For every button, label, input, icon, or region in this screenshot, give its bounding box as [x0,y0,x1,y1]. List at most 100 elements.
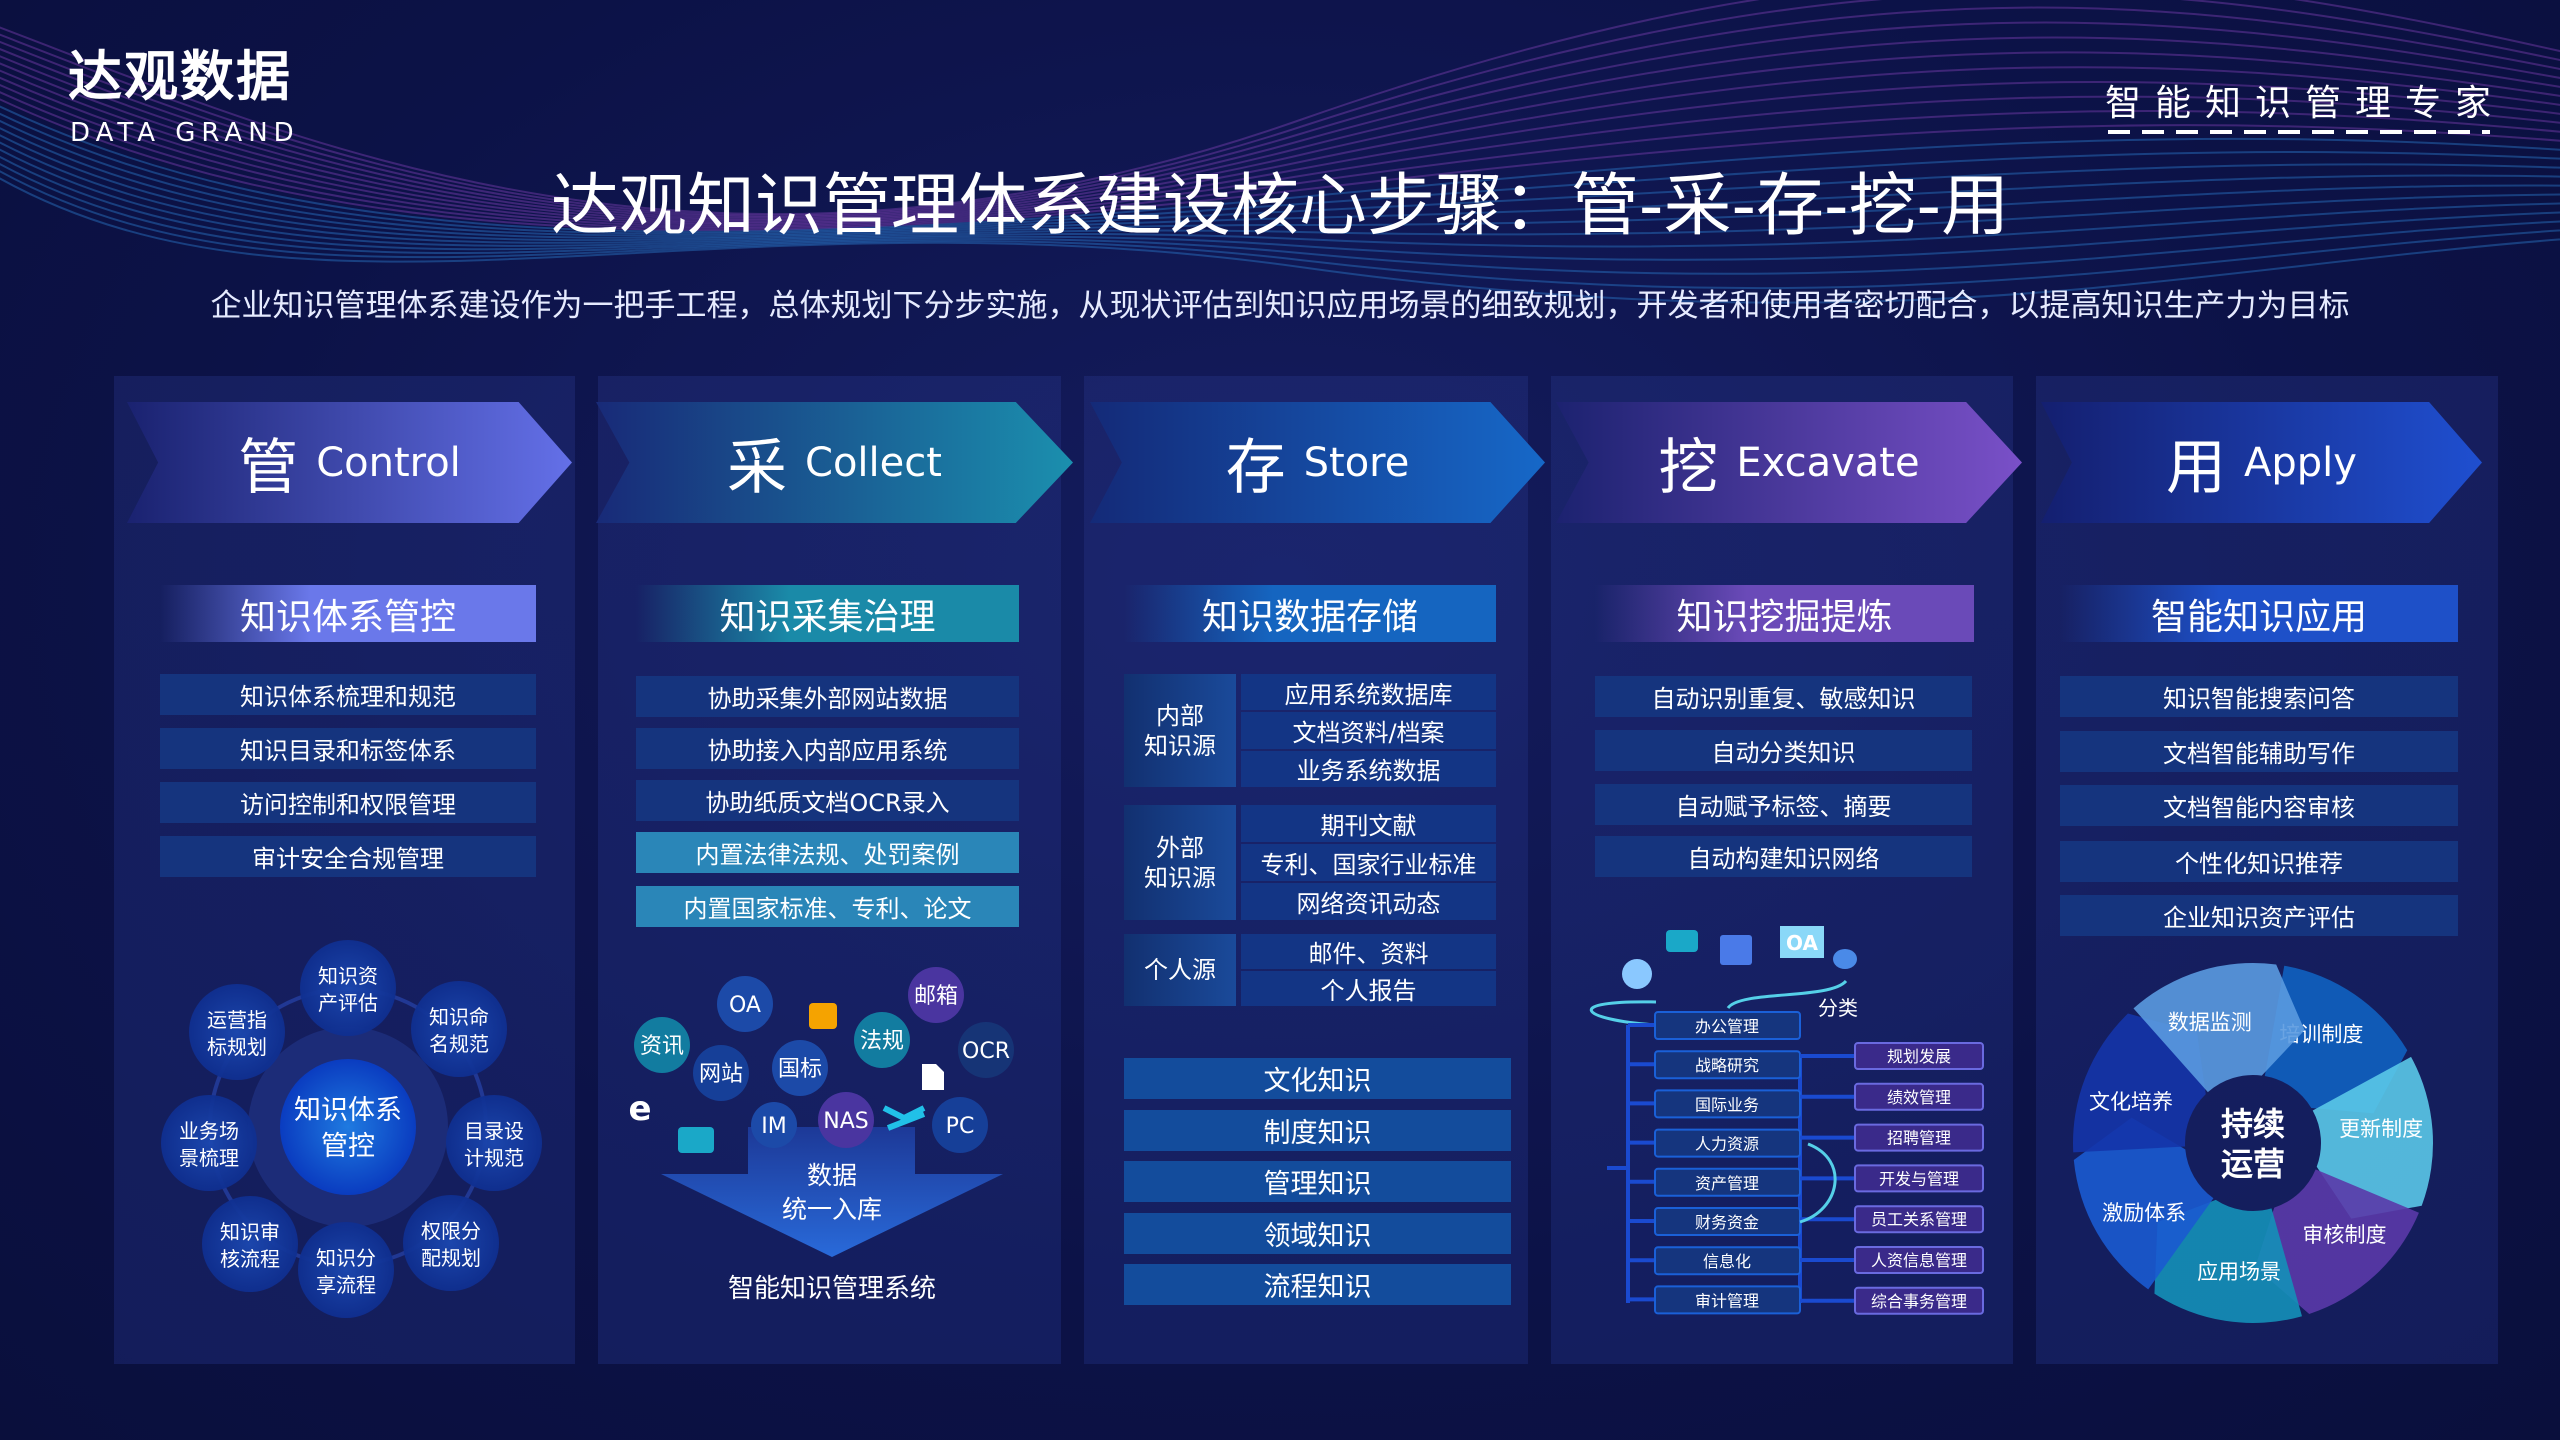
knowledge-type-item: 流程知识 [1124,1264,1511,1305]
control-node [411,981,507,1077]
header-cn: 采 [727,433,788,503]
control-node [189,984,285,1080]
list-item: 文档智能内容审核 [2060,785,2458,826]
source-bubble [634,1017,690,1073]
cycle-segment [2255,1169,2419,1314]
chat-icon [1622,959,1652,989]
store-source-item: 文档资料/档案 [1241,712,1496,749]
source-bubble [772,1040,828,1096]
subcategory-label: 绩效管理 [1887,1088,1951,1107]
category-label: 人力资源 [1695,1135,1759,1154]
control-node [298,1222,394,1318]
list-item: 自动构建知识网络 [1595,836,1972,877]
logo-en: DATA GRAND [70,118,300,148]
header-cn: 挖 [1658,433,1719,503]
header-store: 存 Store [1090,402,1545,523]
node-label: 享流程 [316,1273,376,1297]
knowledge-type-item: 管理知识 [1124,1161,1511,1202]
subcategory-label: 招聘管理 [1887,1129,1951,1148]
subcategory-label: 员工关系管理 [1871,1210,1967,1229]
source-bubble [751,1102,797,1148]
header-excavate: 挖 Excavate [1556,402,2022,523]
cycle-segment [2312,1056,2433,1219]
classify-label: 分类 [1818,996,1858,1020]
tree-lines [1607,1025,1802,1303]
list-item: 自动赋予标签、摘要 [1595,784,1972,825]
subheader-store: 知识数据存储 [1124,585,1496,642]
category-box [1654,1167,1801,1197]
cloud-icon [1833,949,1857,969]
ie-browser-icon: e [628,1089,651,1129]
store-group-label: 外部 知识源 [1124,805,1236,920]
list-item: 个性化知识推荐 [2060,841,2458,882]
source-label: IM [761,1114,786,1139]
source-label: NAS [823,1109,868,1134]
header-en: Control [316,439,461,486]
header-en: Excavate [1736,439,1920,486]
node-label: 名规范 [429,1032,489,1056]
category-label: 战略研究 [1695,1056,1759,1075]
category-box [1654,1011,1801,1040]
knowledge-type-item: 领域知识 [1124,1212,1511,1254]
cycle-segment [2264,965,2408,1114]
app-icon [882,1105,926,1131]
header-cn: 用 [2166,433,2227,503]
system-label: 智能知识管理系统 [728,1274,936,1304]
cycle-label: 应用场景 [2197,1260,2281,1284]
source-bubble [958,1022,1014,1078]
oa-monitor-icon [1780,926,1824,958]
mail-icon [809,1003,837,1029]
store-group-label: 个人源 [1124,934,1236,1006]
subheader-control: 知识体系管控 [160,585,536,642]
cycle-label: 数据监测 [2168,1010,2252,1034]
list-item: 内置法律法规、处罚案例 [636,832,1019,873]
source-label: PC [946,1114,975,1139]
logo-cn: 达观数据 [68,45,292,108]
source-label: 网站 [699,1062,743,1087]
subcategory-box [1854,1042,1984,1070]
subcategory-box [1854,1205,1984,1234]
classify-arrow [1726,979,1848,1010]
list-item: 企业知识资产评估 [2060,895,2458,936]
node-label: 产评估 [318,991,378,1015]
list-item: 协助采集外部网站数据 [636,676,1019,717]
knowledge-type-item: 制度知识 [1124,1109,1511,1151]
pdf-icon [922,1064,944,1090]
list-item: 知识体系梳理和规范 [160,674,536,715]
store-group-label: 内部 知识源 [1124,674,1236,787]
subheader-collect: 知识采集治理 [636,585,1019,642]
cycle-center-label: 持续 [2221,1105,2285,1143]
list-item: 内置国家标准、专利、论文 [636,886,1019,927]
store-source-item: 期刊文献 [1241,805,1496,842]
header-apply: 用 Apply [2041,402,2482,523]
subcategory-label: 人资信息管理 [1871,1251,1967,1270]
arrow-label: 数据 [807,1161,857,1190]
category-label: 审计管理 [1695,1291,1759,1310]
list-item: 知识智能搜索问答 [2060,676,2458,717]
store-source-item: 邮件、资料 [1241,934,1496,969]
source-label: 资讯 [640,1034,684,1059]
source-bubble [818,1092,874,1148]
header-en: Collect [805,439,942,486]
node-label: 景梳理 [179,1146,239,1170]
cycle-label: 激励体系 [2102,1201,2186,1225]
label-line: 知识源 [1144,731,1216,760]
label-line: 内部 [1156,701,1204,730]
list-item: 协助纸质文档OCR录入 [636,780,1019,821]
header-collect: 采 Collect [596,402,1073,523]
cycle-label: 文化培养 [2089,1090,2173,1114]
cycle-center-label: 运营 [2221,1145,2285,1183]
link-arrow [1799,1142,1837,1224]
subcategory-box [1854,1082,1984,1111]
subcategory-label: 开发与管理 [1879,1169,1959,1188]
category-label: 办公管理 [1695,1017,1759,1036]
header-control: 管 Control [127,402,572,523]
source-label: OCR [962,1039,1010,1064]
control-node [446,1095,542,1191]
node-label: 知识命 [429,1005,489,1029]
source-label: OA [729,993,761,1018]
page-subtitle: 企业知识管理体系建设作为一把手工程，总体规划下分步实施，从现状评估到知识应用场景… [210,288,2350,324]
center-label: 管控 [321,1131,375,1162]
subcategory-box [1854,1286,1984,1315]
